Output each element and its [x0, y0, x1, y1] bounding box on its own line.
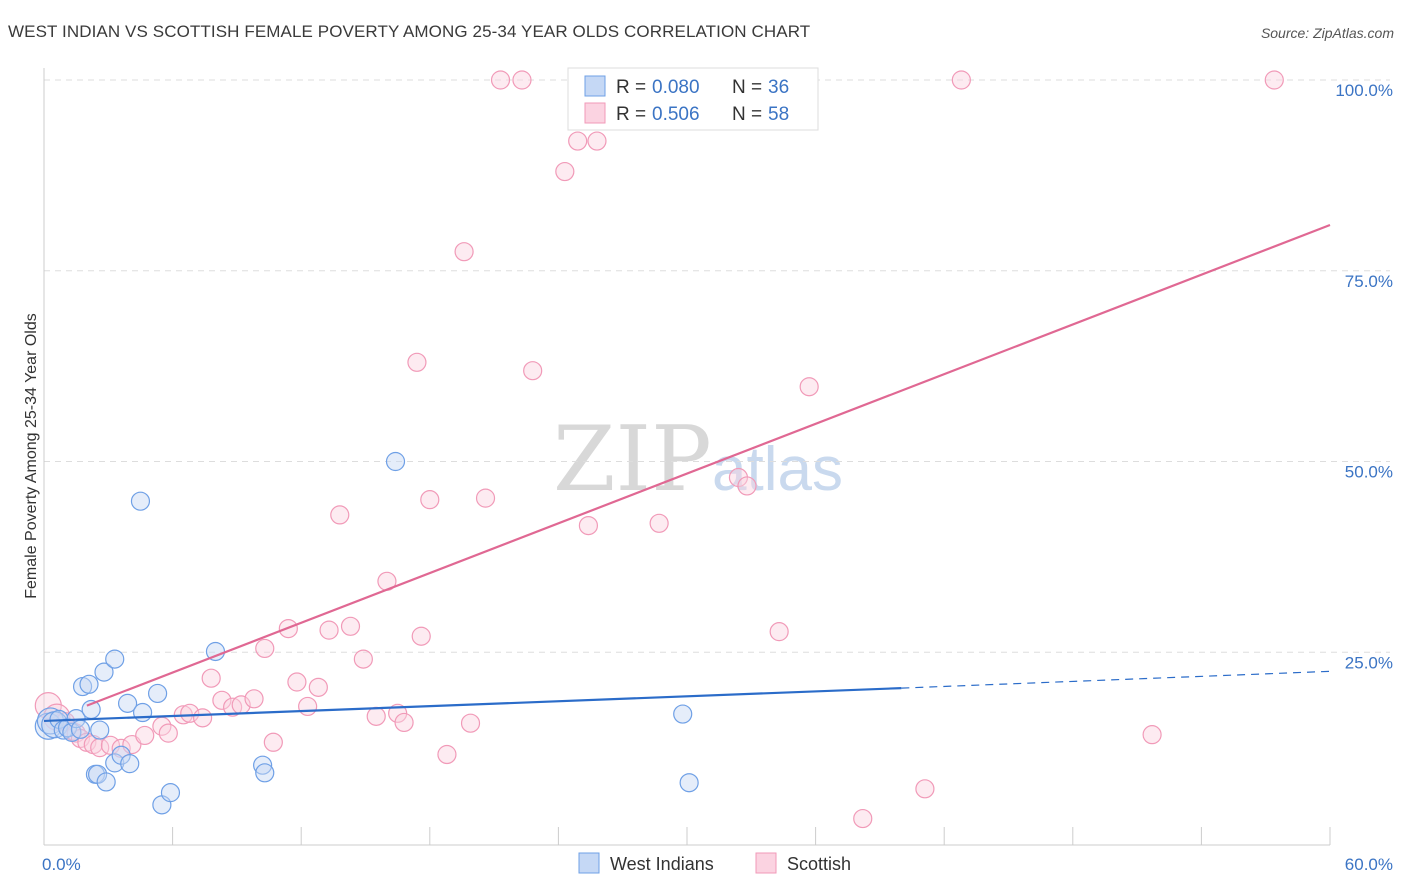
west-indians-point [94, 662, 114, 682]
west-indians-point [96, 772, 116, 792]
west-indians-point [132, 702, 153, 723]
scottish-point [263, 732, 283, 752]
y-axis-label: Female Poverty Among 25-34 Year Olds [23, 313, 40, 599]
scottish-point [353, 649, 373, 669]
y-tick-label: 100.0% [1335, 81, 1393, 100]
west-indians-point [255, 763, 275, 783]
legend-box [567, 67, 819, 131]
y-tick-labels: 25.0% 50.0% 75.0% 100.0% [1335, 81, 1393, 672]
chart-source: Source: ZipAtlas.com [1260, 25, 1394, 41]
trend-lines [43, 223, 1331, 723]
west-indians-point [673, 704, 693, 724]
scottish-point [737, 476, 757, 496]
scottish-point [649, 513, 669, 533]
scottish-point [568, 131, 588, 151]
legend-r-label-1: R = [616, 77, 646, 98]
scottish-point [555, 161, 575, 182]
scottish-point [512, 70, 532, 90]
scottish-point [454, 242, 474, 262]
chart-title: WEST INDIAN VS SCOTTISH FEMALE POVERTY A… [8, 22, 811, 41]
scottish-point [308, 677, 328, 697]
scottish-point [769, 622, 789, 642]
scottish-point [201, 668, 221, 688]
trend-line-west-indians [43, 687, 902, 723]
scottish-point [319, 620, 339, 640]
scottish-point [1264, 70, 1284, 90]
scottish-point [490, 70, 511, 90]
west-indians-point [70, 719, 91, 739]
scottish-point [853, 808, 873, 829]
west-indians-point [90, 720, 110, 740]
y-tick-label: 50.0% [1345, 463, 1393, 482]
x-ticks [172, 827, 1331, 845]
scottish-point [587, 131, 607, 151]
x-tick-label-max: 60.0% [1345, 855, 1393, 874]
bottom-legend-swatch-west-indians [578, 852, 600, 874]
scottish-point [951, 70, 971, 90]
legend-r-label-2: R = [616, 104, 646, 125]
west-indians-point [105, 649, 125, 669]
watermark: ZIP atlas [553, 407, 843, 512]
scottish-point [523, 361, 543, 381]
scottish-point [212, 690, 232, 710]
west-indians-point [253, 755, 273, 775]
scottish-point [340, 616, 361, 636]
bottom-legend: West Indians Scottish [578, 852, 851, 874]
legend-n-value-2: 58 [768, 104, 789, 125]
trend-line-scottish [86, 223, 1331, 707]
scottish-point [411, 626, 431, 646]
scottish-point [180, 703, 200, 723]
scottish-point [799, 377, 819, 397]
legend-r-value-1: 0.080 [652, 77, 700, 98]
scottish-point [460, 713, 481, 733]
scottish-point [193, 708, 213, 728]
scottish-point [915, 779, 935, 799]
legend-n-label-1: N = [732, 77, 762, 98]
x-tick-label-min: 0.0% [42, 855, 81, 874]
west-indians-point [385, 451, 406, 472]
scottish-point [366, 706, 386, 726]
legend-r-value-2: 0.506 [652, 104, 700, 125]
scottish-point [420, 490, 440, 510]
legend-swatch-scottish [584, 102, 606, 124]
bottom-legend-label-west-indians: West Indians [610, 854, 714, 874]
scottish-point [135, 725, 155, 746]
grid-lines [44, 79, 1390, 653]
watermark-atlas: atlas [712, 435, 843, 504]
legend-swatch-west-indians [584, 75, 606, 97]
bottom-legend-label-scottish: Scottish [787, 854, 851, 874]
west-indians-point [79, 674, 99, 694]
scottish-point [437, 744, 457, 765]
scottish-point [578, 515, 599, 536]
scottish-point [407, 352, 427, 372]
bottom-legend-swatch-scottish [755, 852, 777, 874]
west-indians-point [117, 693, 138, 713]
west-indians-point [147, 683, 168, 704]
scottish-point [298, 696, 318, 717]
watermark-zip: ZIP [553, 407, 712, 512]
series-west-indians [34, 451, 699, 815]
scottish-point [255, 638, 275, 659]
scottish-point [330, 505, 350, 525]
scottish-point [244, 689, 264, 709]
west-indians-point [105, 753, 125, 773]
west-indians-point [160, 783, 181, 803]
west-indians-point [679, 773, 699, 793]
trend-line-west-indians-extension [901, 670, 1331, 689]
y-tick-label: 25.0% [1345, 653, 1393, 672]
scottish-point [475, 488, 496, 508]
scottish-point [158, 723, 178, 743]
legend-n-value-1: 36 [768, 77, 789, 98]
scottish-point [1142, 725, 1162, 745]
west-indians-point [120, 754, 140, 774]
y-tick-label: 75.0% [1345, 272, 1393, 291]
west-indians-point [130, 491, 151, 511]
top-legend: R = 0.080 N = 36 R = 0.506 N = 58 [567, 67, 819, 131]
scottish-point [394, 712, 414, 733]
scottish-point [287, 672, 307, 692]
legend-n-label-2: N = [732, 104, 762, 125]
